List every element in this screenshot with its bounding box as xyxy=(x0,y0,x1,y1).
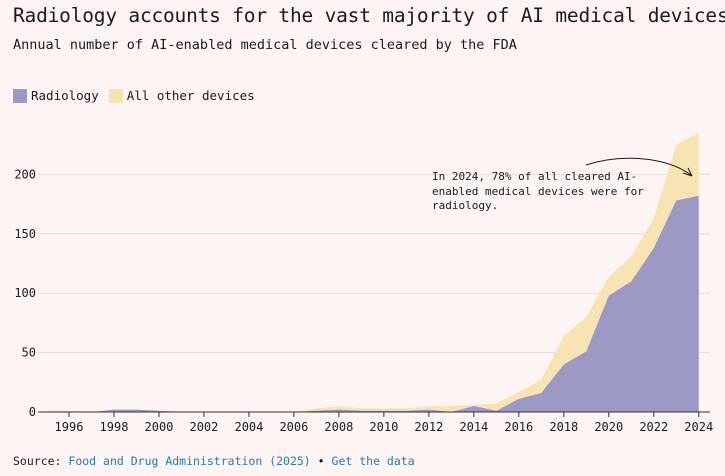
x-tick-label-2022: 2022 xyxy=(639,420,668,434)
x-tick-label-1998: 1998 xyxy=(100,420,129,434)
annotation-layer xyxy=(585,157,693,177)
chart-subtitle: Annual number of AI-enabled medical devi… xyxy=(13,37,517,53)
y-tick-label-200: 200 xyxy=(14,167,36,181)
legend: Radiology All other devices xyxy=(13,88,265,103)
x-tick-label-1996: 1996 xyxy=(55,420,84,434)
annotation-arrowhead xyxy=(682,167,693,177)
x-tick-label-2008: 2008 xyxy=(324,420,353,434)
x-tick-label-2016: 2016 xyxy=(504,420,533,434)
x-tick-label-2006: 2006 xyxy=(279,420,308,434)
legend-label-radiology: Radiology xyxy=(31,88,99,103)
source-link[interactable]: Food and Drug Administration (2025) xyxy=(68,454,311,468)
legend-label-other: All other devices xyxy=(126,88,255,103)
x-tick-label-2020: 2020 xyxy=(594,420,623,434)
area-series-radiology xyxy=(46,195,699,412)
y-tick-label-50: 50 xyxy=(22,346,36,360)
annotation-arrow xyxy=(585,157,692,176)
x-tick-label-2024: 2024 xyxy=(684,420,713,434)
source-prefix: Source: xyxy=(13,454,62,468)
legend-swatch-other xyxy=(108,88,123,103)
y-tick-label-150: 150 xyxy=(14,227,36,241)
legend-item-other: All other devices xyxy=(108,88,255,103)
x-tick-label-2014: 2014 xyxy=(459,420,488,434)
footer-separator: • xyxy=(317,454,325,468)
x-tick-label-2004: 2004 xyxy=(234,420,263,434)
legend-item-radiology: Radiology xyxy=(13,88,99,103)
get-data-link[interactable]: Get the data xyxy=(331,454,415,468)
legend-swatch-radiology xyxy=(13,88,27,103)
area-layer xyxy=(46,132,699,412)
chart-title: Radiology accounts for the vast majority… xyxy=(13,4,725,27)
x-tick-label-2018: 2018 xyxy=(549,420,578,434)
x-tick-label-2002: 2002 xyxy=(189,420,218,434)
y-tick-label-0: 0 xyxy=(29,405,36,419)
y-tick-label-100: 100 xyxy=(14,286,36,300)
x-tick-label-2010: 2010 xyxy=(369,420,398,434)
chart-annotation: In 2024, 78% of all cleared AI- enabled … xyxy=(432,170,644,212)
x-tick-label-2012: 2012 xyxy=(414,420,443,434)
footer: Source: Food and Drug Administration (20… xyxy=(13,454,415,468)
x-tick-label-2000: 2000 xyxy=(145,420,174,434)
axis-layer: 0 50 100 150 200 1996 1998 2000 2002 2004 2006 2008… xyxy=(14,167,713,434)
grid-layer xyxy=(38,173,710,354)
